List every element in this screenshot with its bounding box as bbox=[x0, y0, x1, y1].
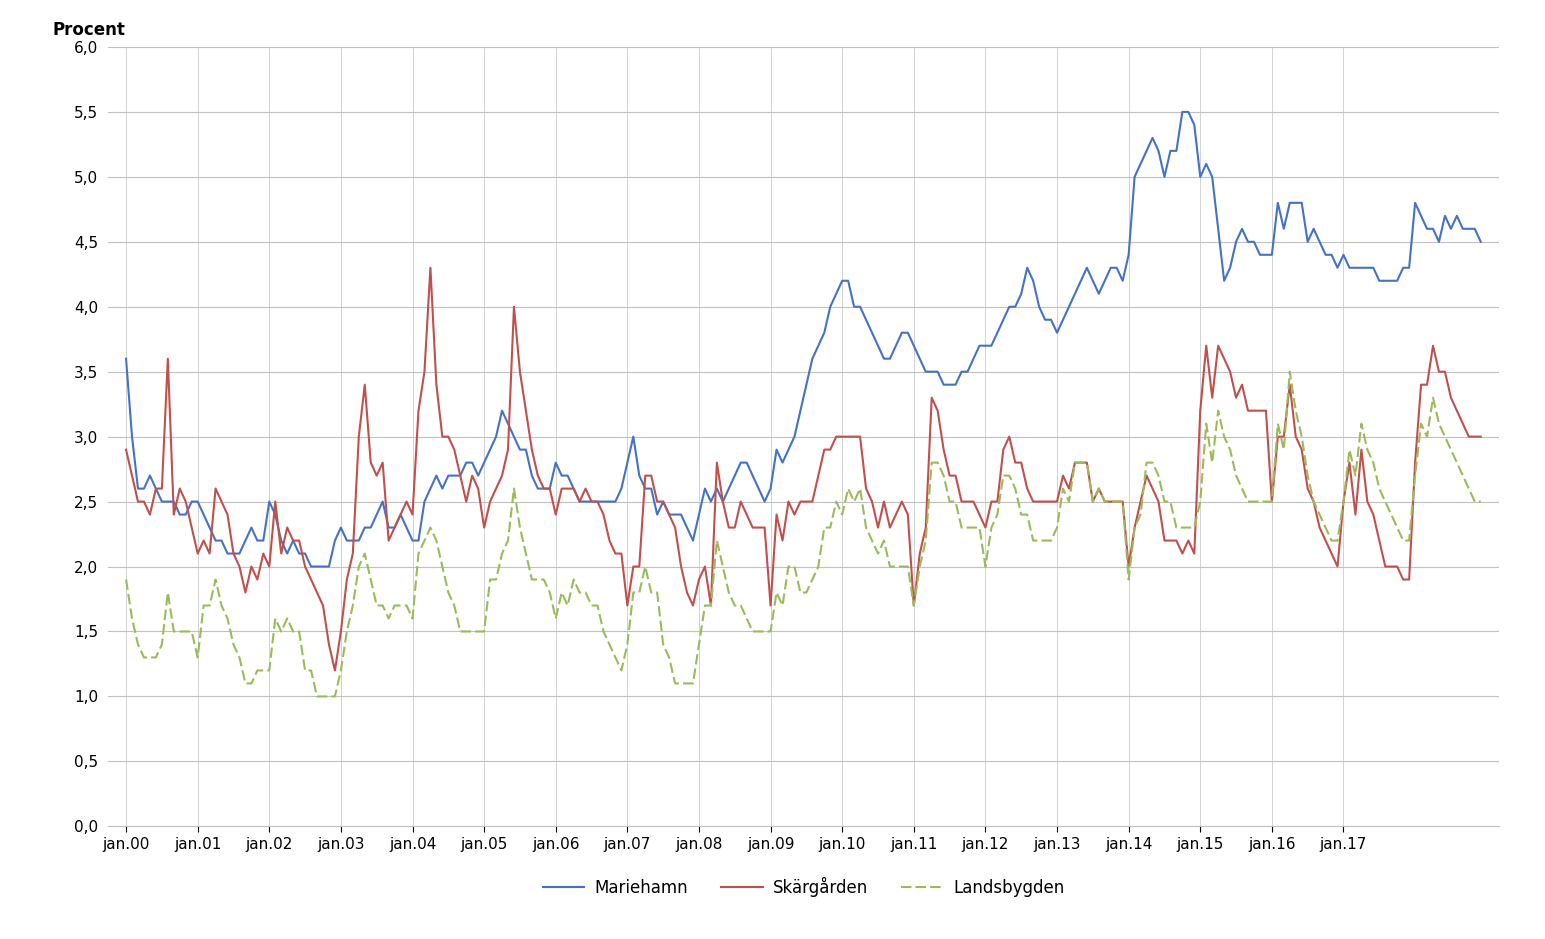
Skärgården bbox=[1287, 431, 1306, 442]
Line: Landsbygden: Landsbygden bbox=[127, 372, 1480, 697]
Mariehamn bbox=[1173, 106, 1191, 117]
Mariehamn bbox=[1000, 301, 1018, 313]
Legend: Mariehamn, Skärgården, Landsbygden: Mariehamn, Skärgården, Landsbygden bbox=[536, 870, 1071, 903]
Skärgården bbox=[117, 444, 136, 455]
Skärgården bbox=[1197, 340, 1216, 351]
Line: Mariehamn: Mariehamn bbox=[127, 112, 1480, 566]
Text: Procent: Procent bbox=[53, 22, 125, 39]
Mariehamn bbox=[1197, 159, 1216, 170]
Landsbygden bbox=[468, 625, 487, 637]
Landsbygden bbox=[1471, 496, 1489, 507]
Landsbygden bbox=[307, 691, 326, 702]
Landsbygden bbox=[1191, 496, 1210, 507]
Skärgården bbox=[474, 522, 493, 533]
Skärgården bbox=[326, 665, 345, 676]
Landsbygden bbox=[117, 574, 136, 585]
Skärgården bbox=[1471, 431, 1489, 442]
Landsbygden bbox=[464, 625, 482, 637]
Line: Skärgården: Skärgården bbox=[127, 268, 1480, 670]
Landsbygden bbox=[1281, 366, 1299, 377]
Landsbygden bbox=[1131, 509, 1149, 520]
Skärgården bbox=[468, 483, 487, 494]
Mariehamn bbox=[1287, 197, 1306, 208]
Skärgården bbox=[422, 262, 440, 273]
Skärgården bbox=[1137, 470, 1156, 481]
Mariehamn bbox=[301, 561, 320, 572]
Mariehamn bbox=[1471, 237, 1489, 248]
Mariehamn bbox=[468, 470, 487, 481]
Landsbygden bbox=[1000, 470, 1018, 481]
Mariehamn bbox=[464, 457, 482, 469]
Skärgården bbox=[1006, 457, 1024, 469]
Mariehamn bbox=[1131, 159, 1149, 170]
Mariehamn bbox=[117, 353, 136, 364]
Landsbygden bbox=[1287, 405, 1306, 416]
